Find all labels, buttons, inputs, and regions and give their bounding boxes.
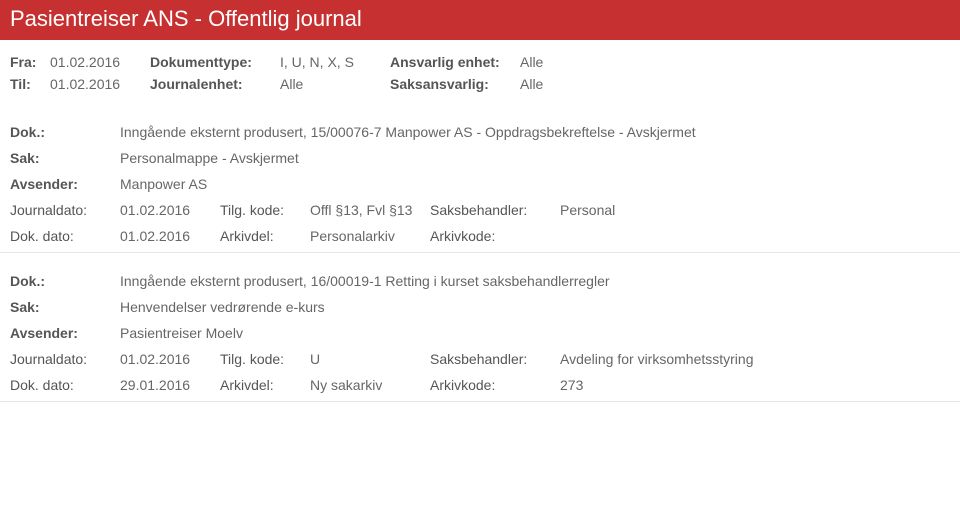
journaldato-value: 01.02.2016 [120, 351, 220, 367]
journaldato-label: Journaldato: [10, 202, 120, 218]
dok-value: Inngående eksternt produsert, 16/00019-1… [120, 273, 610, 289]
til-value: 01.02.2016 [50, 76, 150, 92]
sak-value: Personalmappe - Avskjermet [120, 150, 299, 166]
dok-label: Dok.: [10, 273, 120, 289]
arkivkode-value [560, 228, 770, 244]
ansvarlig-value: Alle [520, 54, 600, 70]
avsender-label: Avsender: [10, 325, 120, 341]
avsender-value: Manpower AS [120, 176, 207, 192]
dok-label: Dok.: [10, 124, 120, 140]
tilgkode-label: Tilg. kode: [220, 351, 310, 367]
dokdato-value: 01.02.2016 [120, 228, 220, 244]
title-bar: Pasientreiser ANS - Offentlig journal [0, 0, 960, 40]
tilgkode-value: Offl §13, Fvl §13 [310, 202, 430, 218]
arkivdel-value: Personalarkiv [310, 228, 430, 244]
fra-value: 01.02.2016 [50, 54, 150, 70]
tilgkode-label: Tilg. kode: [220, 202, 310, 218]
journalenhet-value: Alle [280, 76, 390, 92]
dok-value: Inngående eksternt produsert, 15/00076-7… [120, 124, 696, 140]
arkivkode-value: 273 [560, 377, 770, 393]
arkivdel-label: Arkivdel: [220, 228, 310, 244]
saksbehandler-label: Saksbehandler: [430, 351, 560, 367]
dokdato-label: Dok. dato: [10, 377, 120, 393]
records-container: Dok.:Inngående eksternt produsert, 15/00… [0, 110, 960, 402]
sak-label: Sak: [10, 150, 120, 166]
dokdato-value: 29.01.2016 [120, 377, 220, 393]
journalenhet-label: Journalenhet: [150, 76, 280, 92]
sak-label: Sak: [10, 299, 120, 315]
fra-label: Fra: [10, 54, 50, 70]
doktype-value: I, U, N, X, S [280, 54, 390, 70]
saksansvarlig-value: Alle [520, 76, 600, 92]
arkivkode-label: Arkivkode: [430, 228, 560, 244]
saksbehandler-label: Saksbehandler: [430, 202, 560, 218]
arkivkode-label: Arkivkode: [430, 377, 560, 393]
tilgkode-value: U [310, 351, 430, 367]
header-grid: Fra: 01.02.2016 Dokumenttype: I, U, N, X… [0, 54, 960, 92]
saksansvarlig-label: Saksansvarlig: [390, 76, 520, 92]
til-label: Til: [10, 76, 50, 92]
arkivdel-label: Arkivdel: [220, 377, 310, 393]
record-1: Dok.:Inngående eksternt produsert, 16/00… [0, 259, 960, 402]
saksbehandler-value: Personal [560, 202, 770, 218]
ansvarlig-label: Ansvarlig enhet: [390, 54, 520, 70]
record-0: Dok.:Inngående eksternt produsert, 15/00… [0, 110, 960, 253]
dokdato-label: Dok. dato: [10, 228, 120, 244]
doktype-label: Dokumenttype: [150, 54, 280, 70]
journaldato-label: Journaldato: [10, 351, 120, 367]
journaldato-value: 01.02.2016 [120, 202, 220, 218]
sak-value: Henvendelser vedrørende e-kurs [120, 299, 325, 315]
arkivdel-value: Ny sakarkiv [310, 377, 430, 393]
avsender-value: Pasientreiser Moelv [120, 325, 243, 341]
saksbehandler-value: Avdeling for virksomhetsstyring [560, 351, 770, 367]
avsender-label: Avsender: [10, 176, 120, 192]
